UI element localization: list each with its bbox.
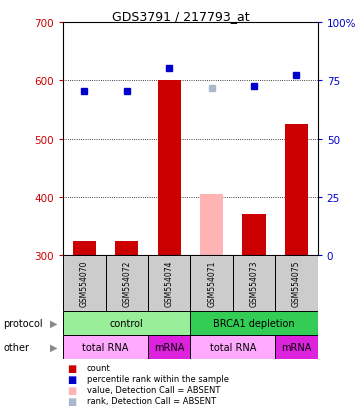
- Text: control: control: [110, 318, 144, 328]
- Bar: [148, 256, 191, 311]
- Text: ■: ■: [67, 363, 76, 373]
- Bar: [242, 215, 266, 256]
- Text: GSM554070: GSM554070: [80, 260, 89, 307]
- Text: GSM554073: GSM554073: [249, 260, 258, 307]
- Text: other: other: [4, 342, 30, 352]
- Text: GSM554071: GSM554071: [207, 260, 216, 307]
- Text: rank, Detection Call = ABSENT: rank, Detection Call = ABSENT: [87, 396, 216, 405]
- Text: ■: ■: [67, 385, 76, 395]
- Bar: [285, 125, 308, 256]
- Bar: [190, 311, 318, 335]
- Bar: [63, 335, 148, 359]
- Text: GSM554074: GSM554074: [165, 260, 174, 307]
- Bar: [275, 335, 318, 359]
- Bar: [190, 335, 275, 359]
- Text: count: count: [87, 363, 110, 373]
- Text: GSM554072: GSM554072: [122, 260, 131, 307]
- Text: ■: ■: [67, 396, 76, 406]
- Text: ▶: ▶: [51, 318, 58, 328]
- Text: percentile rank within the sample: percentile rank within the sample: [87, 374, 229, 383]
- Text: mRNA: mRNA: [154, 342, 184, 352]
- Text: GSM554075: GSM554075: [292, 260, 301, 307]
- Bar: [157, 81, 181, 256]
- Text: BRCA1 depletion: BRCA1 depletion: [213, 318, 295, 328]
- Bar: [148, 335, 191, 359]
- Text: ■: ■: [67, 374, 76, 384]
- Bar: [63, 256, 105, 311]
- Bar: [105, 256, 148, 311]
- Bar: [275, 256, 318, 311]
- Bar: [200, 195, 223, 256]
- Text: total RNA: total RNA: [82, 342, 129, 352]
- Bar: [73, 241, 96, 256]
- Bar: [115, 241, 139, 256]
- Text: total RNA: total RNA: [210, 342, 256, 352]
- Text: ▶: ▶: [51, 342, 58, 352]
- Text: mRNA: mRNA: [281, 342, 312, 352]
- Bar: [233, 256, 275, 311]
- Text: protocol: protocol: [4, 318, 43, 328]
- Bar: [63, 311, 190, 335]
- Bar: [190, 256, 233, 311]
- Text: value, Detection Call = ABSENT: value, Detection Call = ABSENT: [87, 385, 220, 394]
- Text: GDS3791 / 217793_at: GDS3791 / 217793_at: [112, 10, 249, 23]
